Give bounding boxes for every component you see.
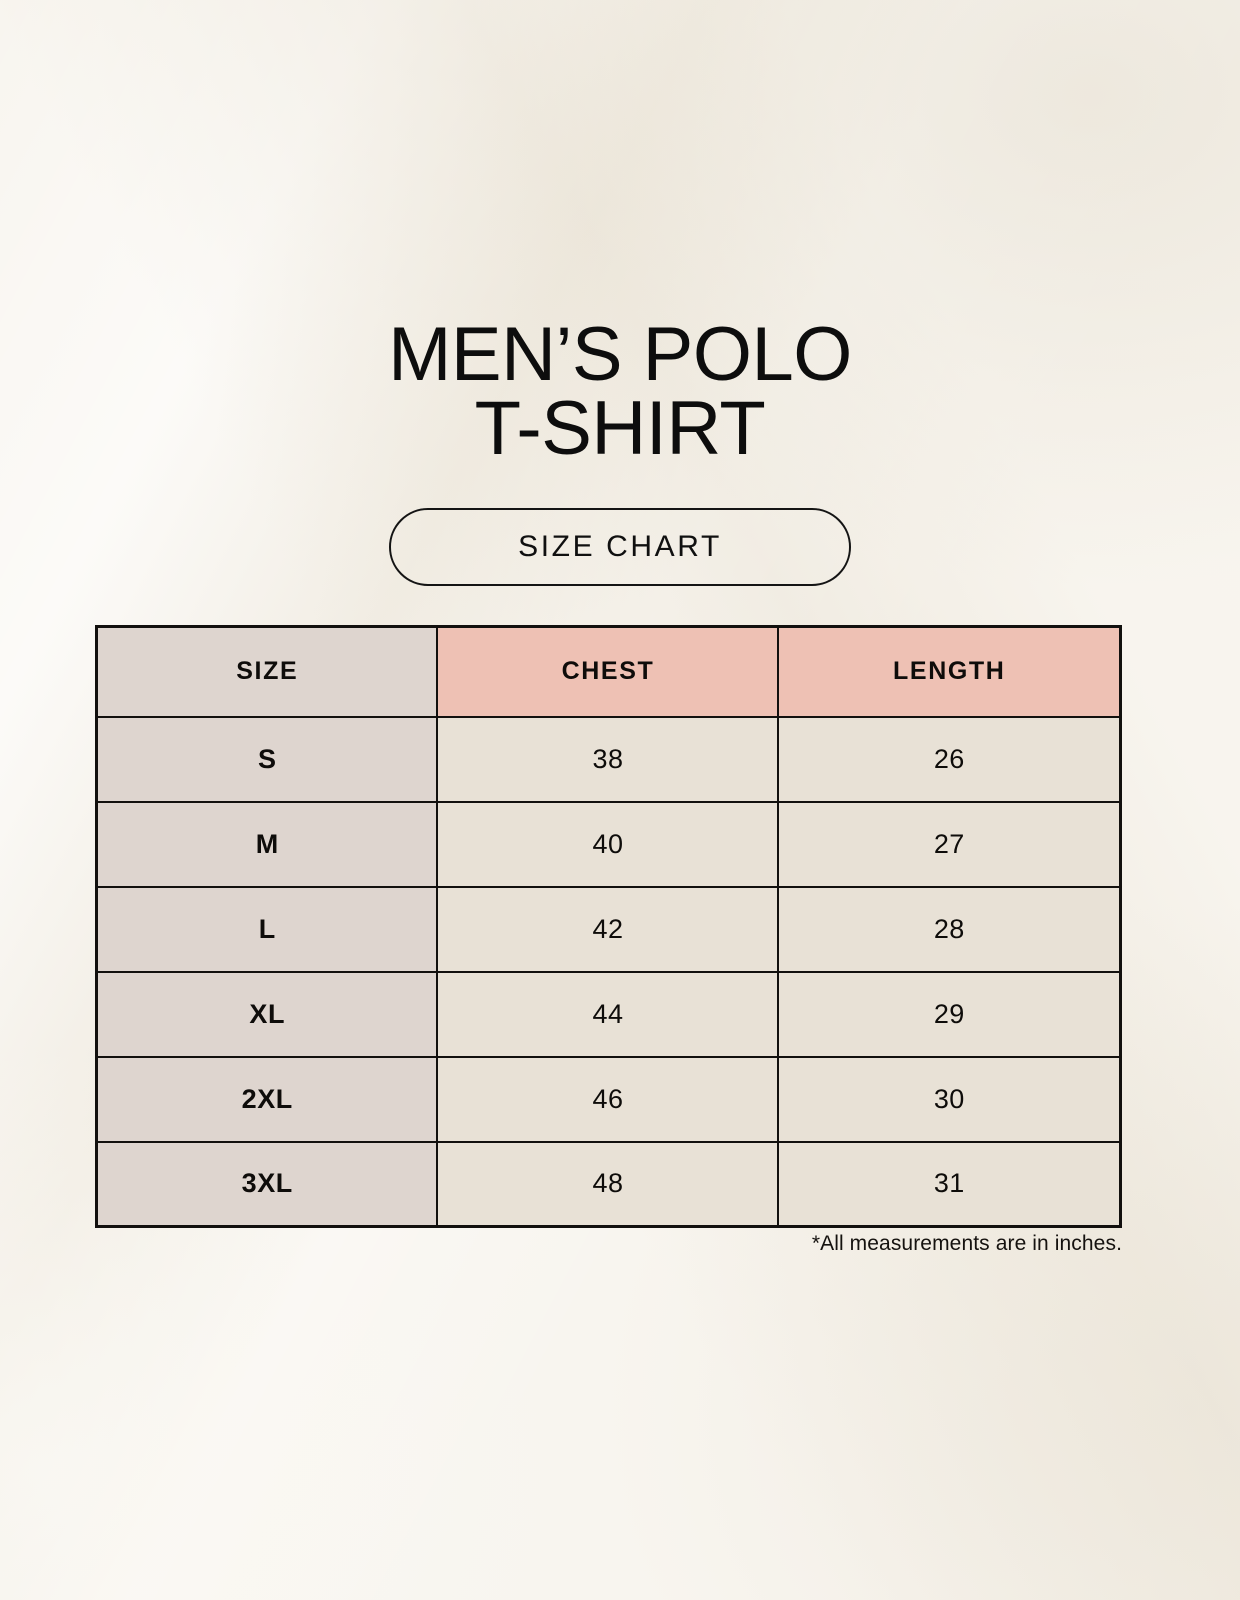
table-row: M 40 27 — [95, 800, 1122, 888]
size-table-body: S 38 26 M 40 27 L 42 28 XL 44 29 — [95, 715, 1122, 1228]
cell-size: S — [95, 715, 439, 803]
cell-chest: 46 — [436, 1055, 780, 1143]
page-title-line-1: MEN’S POLO — [388, 312, 852, 397]
cell-length: 26 — [777, 715, 1122, 803]
cell-length: 31 — [777, 1140, 1122, 1228]
cell-size: L — [95, 885, 439, 973]
cell-size: M — [95, 800, 439, 888]
cell-chest: 40 — [436, 800, 780, 888]
table-row: XL 44 29 — [95, 970, 1122, 1058]
cell-length: 29 — [777, 970, 1122, 1058]
column-header-size: SIZE — [95, 625, 439, 718]
table-header-row: SIZE CHEST LENGTH — [95, 625, 1122, 718]
column-header-chest: CHEST — [436, 625, 780, 718]
table-row: 3XL 48 31 — [95, 1140, 1122, 1228]
table-row: L 42 28 — [95, 885, 1122, 973]
table-row: 2XL 46 30 — [95, 1055, 1122, 1143]
cell-chest: 42 — [436, 885, 780, 973]
column-header-length: LENGTH — [777, 625, 1122, 718]
cell-size: 2XL — [95, 1055, 439, 1143]
measurements-footnote: *All measurements are in inches. — [811, 1232, 1122, 1255]
page-title-line-2: T-SHIRT — [474, 385, 766, 471]
size-chart-badge-label: SIZE CHART — [518, 530, 722, 563]
size-table-head: SIZE CHEST LENGTH — [95, 625, 1122, 718]
cell-length: 27 — [777, 800, 1122, 888]
page-title: MEN’S POLO T-SHIRT — [0, 312, 1240, 471]
size-table-container: SIZE CHEST LENGTH S 38 26 M 40 27 L — [95, 625, 1122, 1228]
cell-chest: 48 — [436, 1140, 780, 1228]
cell-chest: 44 — [436, 970, 780, 1058]
size-table: SIZE CHEST LENGTH S 38 26 M 40 27 L — [95, 625, 1122, 1228]
cell-length: 30 — [777, 1055, 1122, 1143]
cell-length: 28 — [777, 885, 1122, 973]
table-row: S 38 26 — [95, 715, 1122, 803]
cell-size: 3XL — [95, 1140, 439, 1228]
size-chart-badge: SIZE CHART — [389, 508, 851, 586]
cell-chest: 38 — [436, 715, 780, 803]
cell-size: XL — [95, 970, 439, 1058]
